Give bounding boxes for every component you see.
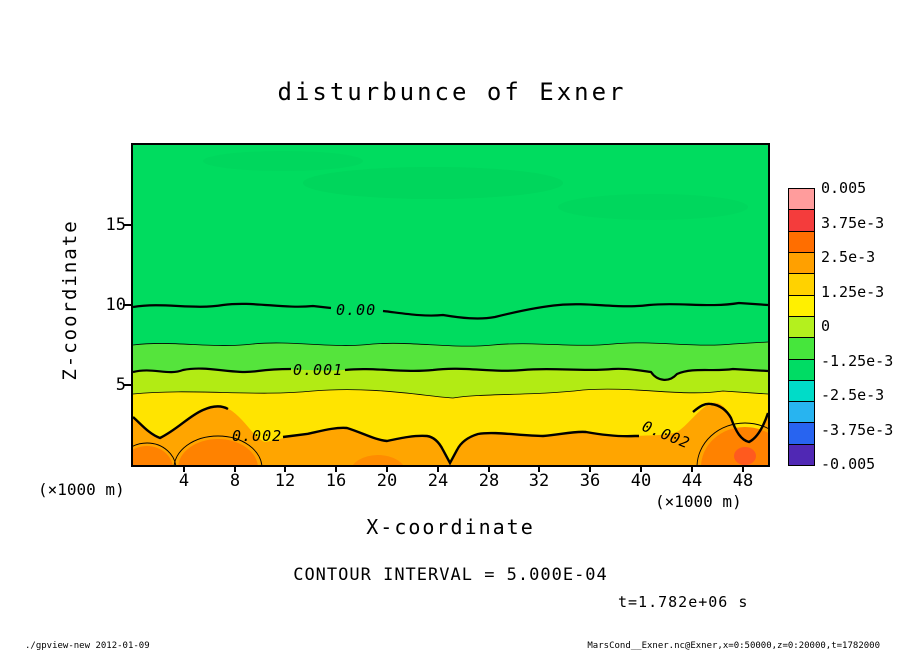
contour-line-2.5e-3 [696, 422, 768, 465]
colorbar-cell [789, 295, 814, 317]
contour-line-0.002 [282, 426, 639, 465]
contour-line-0.001 [344, 367, 768, 381]
contour-label-0.00: 0.00 [336, 301, 376, 319]
fill-spot-red [734, 447, 756, 465]
x-tick-mark [335, 465, 337, 472]
contour-line-0.001 [133, 367, 292, 374]
y-tick-label: 10 [105, 295, 126, 315]
x-tick-mark [691, 465, 693, 472]
contour-line-1.5e-3 [133, 388, 768, 399]
chart-title: disturbunce of Exner [277, 78, 627, 106]
colorbar-cell [789, 338, 814, 360]
x-tick-label: 24 [427, 471, 449, 491]
contour-line-0.00 [133, 302, 332, 310]
contour-line-0.002 [692, 402, 768, 444]
fill-blob-dark-orange [133, 446, 173, 465]
colorbar-cell [789, 359, 814, 381]
colorbar [788, 188, 815, 466]
x-tick-label: 4 [178, 471, 190, 491]
contour-line-5e-4 [133, 341, 768, 347]
colorbar-cell [789, 444, 814, 466]
contour-interval-note: CONTOUR INTERVAL = 5.000E-04 [293, 565, 608, 585]
x-tick-label: 48 [732, 471, 754, 491]
contour-line-2.5e-3 [133, 442, 177, 465]
contour-line-0.00 [382, 301, 768, 320]
colorbar-label: -0.005 [821, 455, 876, 473]
footer-data-source: MarsCond__Exner.nc@Exner,x=0:50000,z=0:2… [587, 641, 880, 651]
x-tick-label: 44 [681, 471, 703, 491]
y-tick-mark [123, 304, 131, 306]
x-tick-mark [234, 465, 236, 472]
colorbar-cell [789, 231, 814, 253]
x-tick-mark [488, 465, 490, 472]
y-axis-unit: (×1000 m) [38, 480, 125, 499]
x-tick-label: 16 [325, 471, 347, 491]
fill-green-dark-patch [203, 151, 363, 171]
y-axis-title: Z-coordinate [59, 219, 81, 381]
contour-label-0.002: 0.002 [232, 427, 282, 445]
x-tick-mark [742, 465, 744, 472]
contour-line-0.002 [133, 405, 229, 440]
colorbar-label: 2.5e-3 [821, 248, 876, 266]
x-tick-label: 36 [579, 471, 601, 491]
x-tick-mark [386, 465, 388, 472]
x-tick-mark [437, 465, 439, 472]
x-tick-label: 20 [376, 471, 398, 491]
colorbar-label: 1.25e-3 [821, 282, 885, 301]
x-tick-mark [640, 465, 642, 472]
fill-green-dark-patch [303, 167, 563, 199]
colorbar-label: -3.75e-3 [821, 420, 894, 439]
x-tick-mark [284, 465, 286, 472]
x-tick-label: 28 [478, 471, 500, 491]
colorbar-label: 3.75e-3 [821, 213, 885, 232]
y-tick-mark [123, 224, 131, 226]
colorbar-cell [789, 210, 814, 232]
colorbar-cell [789, 380, 814, 403]
contour-line-2.5e-3 [173, 435, 263, 465]
x-tick-label: 8 [229, 471, 241, 491]
footer-tool-version: ./gpview-new 2012-01-09 [25, 641, 150, 651]
colorbar-cell [789, 402, 814, 424]
contour-plot: 0.00 0.001 0.002 0.002 [133, 145, 768, 465]
contour-label-0.001: 0.001 [293, 361, 343, 379]
colorbar-cell [789, 189, 814, 211]
time-annotation: t=1.782e+06 s [618, 593, 749, 611]
colorbar-label: -1.25e-3 [821, 351, 894, 370]
plot-area: 0.00 0.001 0.002 0.002 [131, 143, 770, 467]
y-tick-label: 5 [115, 375, 126, 395]
x-tick-mark [589, 465, 591, 472]
colorbar-cell [789, 316, 814, 339]
colorbar-label: 0.005 [821, 179, 867, 197]
colorbar-cell [789, 252, 814, 275]
y-tick-mark [123, 384, 131, 386]
fill-blob-dark-orange [352, 455, 404, 465]
fill-blob-dark-orange [178, 439, 258, 465]
fill-band-orange [133, 402, 768, 465]
colorbar-label: -2.5e-3 [821, 386, 885, 404]
colorbar-cell [789, 423, 814, 445]
x-tick-label: 12 [274, 471, 296, 491]
colorbar-cell [789, 274, 814, 296]
x-tick-label: 40 [630, 471, 652, 491]
x-axis-title: X-coordinate [366, 515, 535, 539]
x-tick-mark [538, 465, 540, 472]
fill-green-dark-patch [558, 194, 748, 220]
x-tick-label: 32 [528, 471, 550, 491]
x-axis-unit: (×1000 m) [655, 492, 742, 511]
colorbar-label: 0 [821, 317, 831, 335]
x-tick-mark [183, 465, 185, 472]
y-tick-label: 15 [105, 215, 126, 235]
